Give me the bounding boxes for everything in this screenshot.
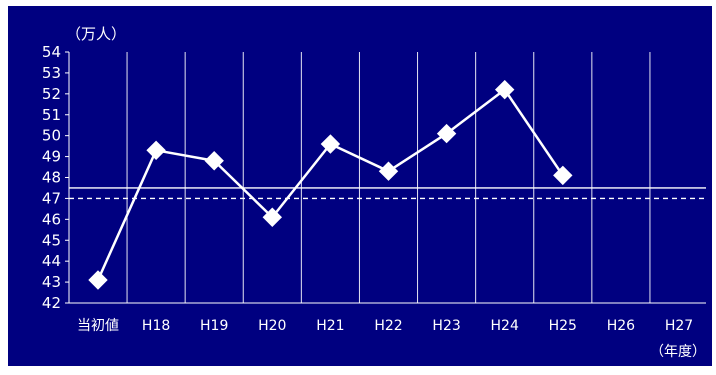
- reference-lines: [69, 187, 706, 200]
- x-tick-label: H21: [316, 318, 344, 334]
- y-tick-label: 53: [42, 64, 61, 82]
- axes: [65, 51, 706, 304]
- y-tick-label: 51: [42, 106, 61, 124]
- y-tick-label: 45: [42, 231, 61, 249]
- x-tick-label: H20: [258, 318, 286, 334]
- data-point-marker: [204, 151, 224, 171]
- y-tick-label: 47: [42, 189, 61, 207]
- x-tick-label: H26: [607, 318, 635, 334]
- y-tick-label: 54: [42, 43, 61, 61]
- x-tick-label: H22: [374, 318, 402, 334]
- y-tick-label: 44: [42, 252, 61, 270]
- labels: 42 43 44 45 46 47 48 49 50 51 52 53 54 当初値 H18 H19 H20 H2…: [42, 43, 693, 334]
- data-point-marker: [378, 161, 399, 181]
- data-point-marker: [436, 123, 457, 144]
- y-tick-label: 52: [42, 85, 61, 103]
- x-axis-label: （年度）: [650, 344, 706, 360]
- data-point-marker: [320, 134, 341, 154]
- x-tick-label: H19: [200, 318, 228, 334]
- y-tick-label: 46: [42, 210, 61, 228]
- data-point-marker: [553, 165, 573, 186]
- x-tick-label: H25: [549, 318, 577, 334]
- y-tick-label: 48: [42, 169, 61, 187]
- x-tick-label: H18: [142, 318, 170, 334]
- series: [88, 79, 573, 290]
- data-point-marker: [146, 140, 166, 161]
- x-tick-label: H27: [665, 318, 693, 334]
- y-tick-label: 49: [42, 148, 61, 166]
- x-tick-label: H23: [432, 318, 460, 334]
- chart-background: [8, 6, 712, 366]
- y-tick-label: 50: [42, 127, 61, 145]
- grid: [126, 52, 651, 303]
- x-tick-label: H24: [491, 318, 519, 334]
- y-axis-label: （万人）: [66, 25, 126, 43]
- y-tick-label: 43: [42, 273, 61, 291]
- data-point-marker: [88, 270, 108, 290]
- y-tick-label: 42: [42, 294, 61, 312]
- x-tick-label: 当初値: [77, 317, 119, 334]
- data-point-marker: [494, 79, 515, 100]
- data-point-marker: [262, 207, 283, 227]
